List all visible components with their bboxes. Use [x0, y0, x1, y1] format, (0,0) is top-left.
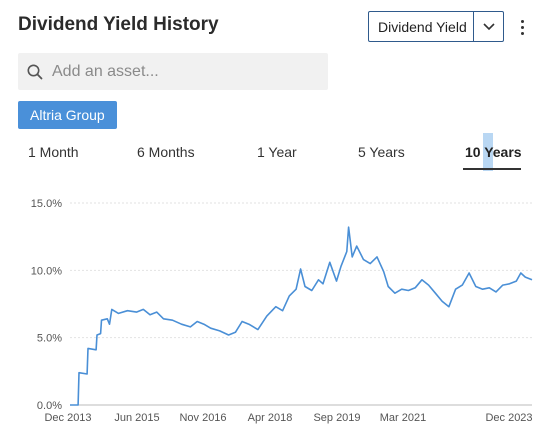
search-input[interactable] [50, 61, 314, 82]
x-tick-label: Dec 2013 [44, 412, 91, 424]
metric-select-toggle[interactable] [473, 12, 503, 41]
range-tabs: 1 Month 6 Months 1 Year 5 Years 10 Years [0, 140, 549, 174]
x-tick-label: Mar 2021 [380, 412, 426, 424]
tab-6-months[interactable]: 6 Months [137, 144, 195, 160]
x-tick-label: Nov 2016 [179, 412, 226, 424]
tab-highlight [483, 133, 493, 171]
x-tick-label: Jun 2015 [114, 412, 159, 424]
y-tick-label: 10.0% [31, 265, 62, 277]
active-tab-underline [463, 168, 521, 170]
search-bar[interactable] [18, 53, 328, 90]
tab-10-years[interactable]: 10 Years [465, 144, 522, 160]
metric-select-value: Dividend Yield [378, 18, 467, 35]
tab-1-month[interactable]: 1 Month [28, 144, 79, 160]
x-tick-label: Sep 2019 [313, 412, 360, 424]
page-title: Dividend Yield History [18, 14, 219, 35]
x-tick-label: Dec 2023 [485, 412, 532, 424]
chevron-down-icon [482, 22, 495, 30]
more-vertical-icon[interactable] [514, 17, 530, 37]
y-tick-label: 15.0% [31, 198, 62, 210]
tab-5-years[interactable]: 5 Years [358, 144, 405, 160]
metric-select[interactable]: Dividend Yield [368, 11, 504, 42]
search-icon [27, 64, 43, 79]
series-line [70, 226, 533, 406]
y-tick-label: 5.0% [37, 333, 62, 345]
asset-chip-altria[interactable]: Altria Group [18, 101, 117, 129]
tab-1-year[interactable]: 1 Year [257, 144, 297, 160]
y-tick-label: 0.0% [37, 400, 62, 412]
x-tick-label: Apr 2018 [248, 412, 293, 424]
